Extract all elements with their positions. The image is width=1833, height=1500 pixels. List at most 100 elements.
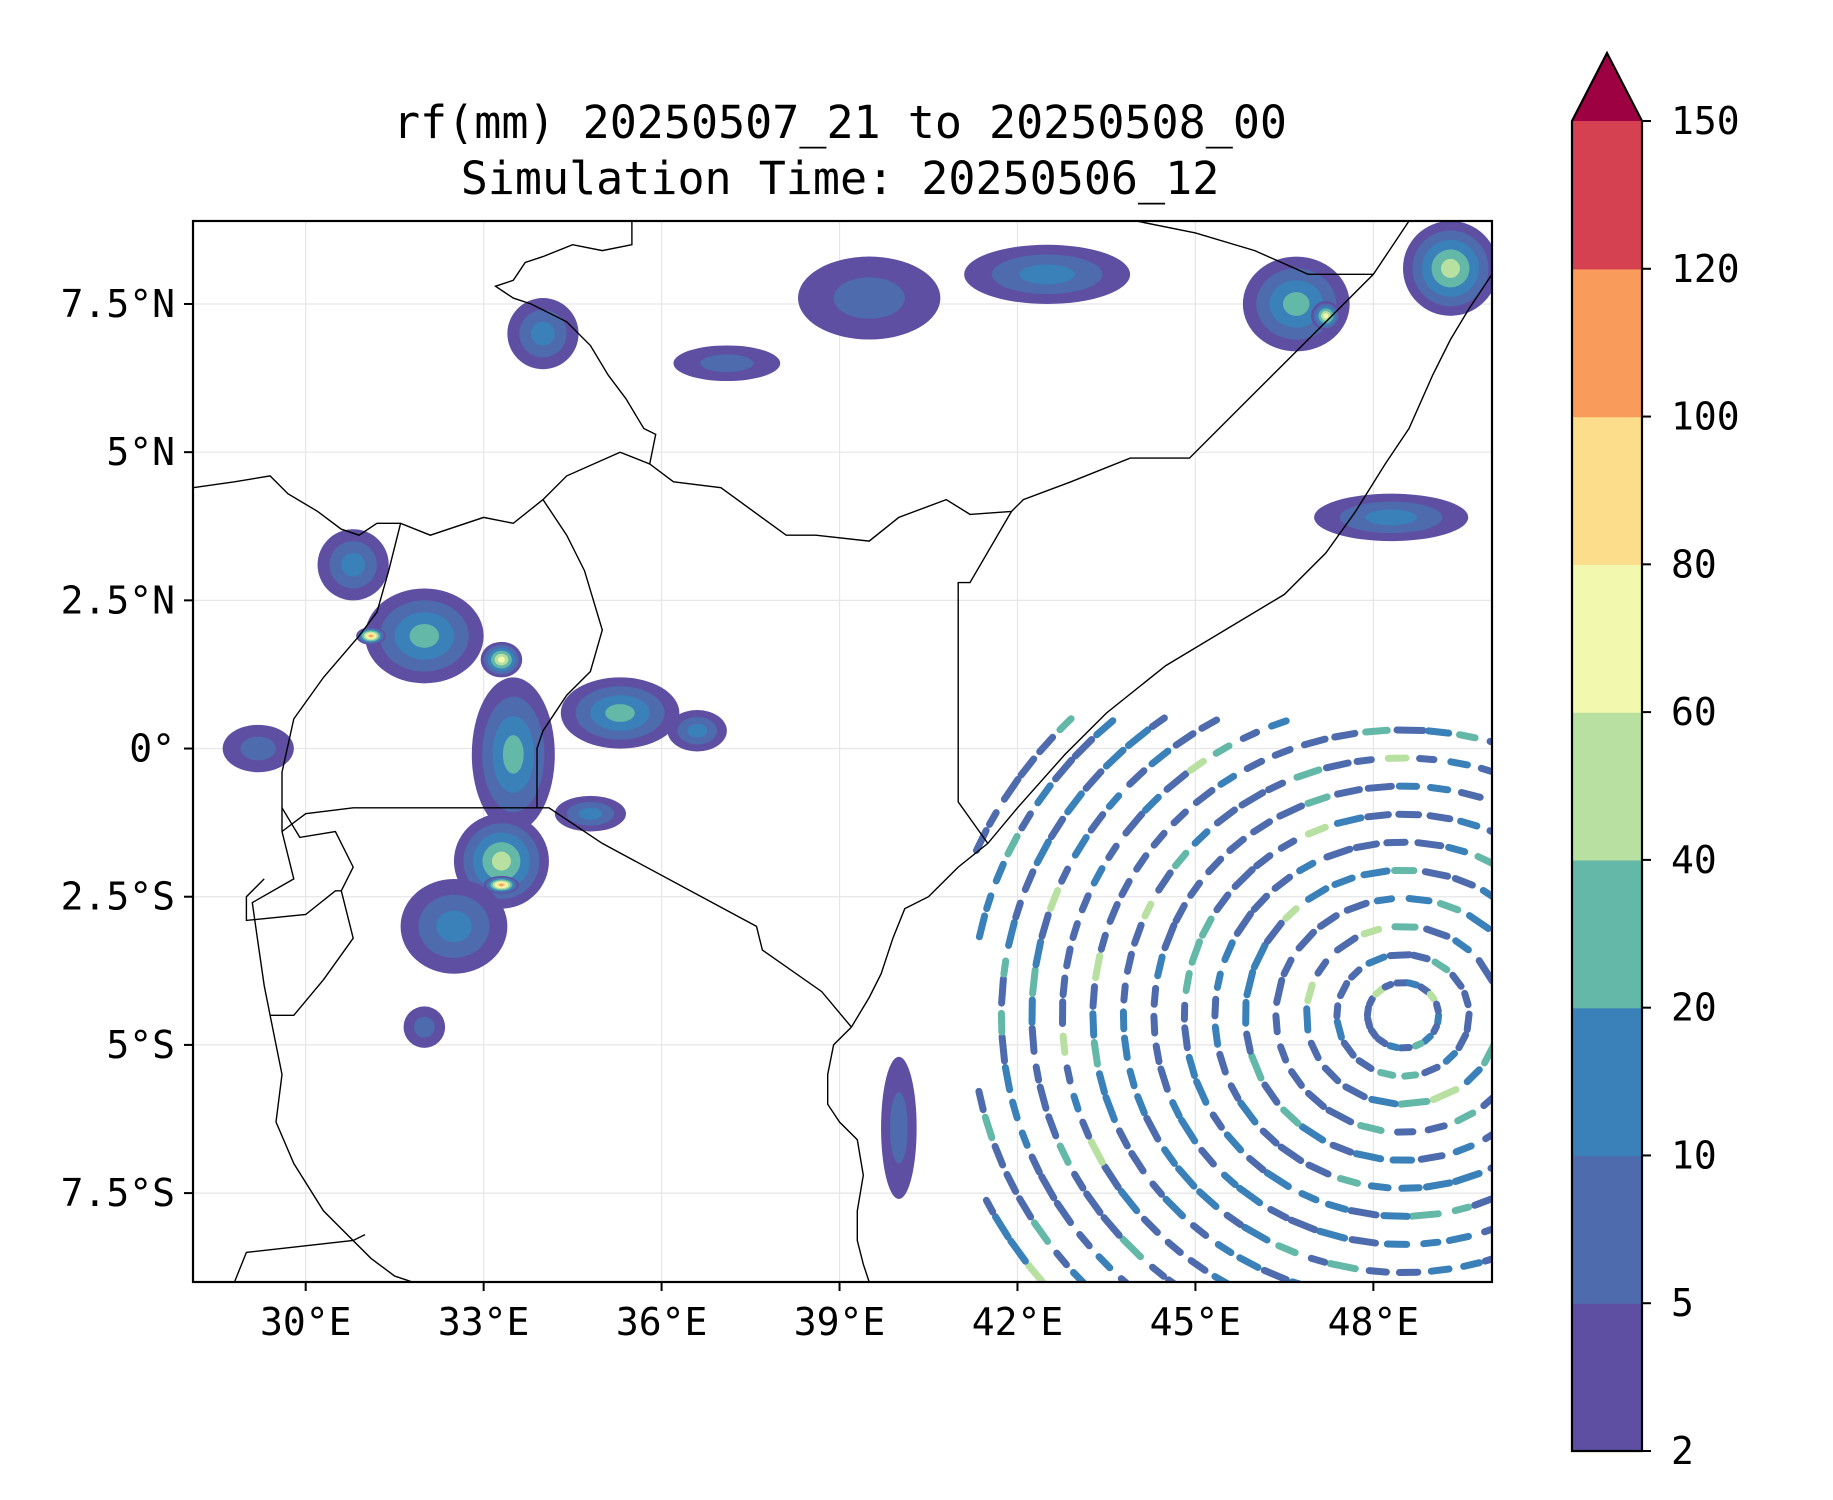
rain-band <box>1052 756 1076 783</box>
rain-band <box>1003 1171 1020 1195</box>
rain-band <box>1076 1316 1087 1326</box>
rain-band <box>1367 1182 1392 1192</box>
colorbar-tick-label: 20 <box>1671 986 1717 1030</box>
rain-band <box>1078 892 1092 914</box>
rain-band <box>1089 1010 1098 1039</box>
rain-band <box>1134 1093 1148 1117</box>
rain-band <box>1000 775 1022 803</box>
country-borders <box>193 221 1492 1282</box>
rain-band <box>981 1113 996 1142</box>
rain-cell <box>700 354 754 373</box>
rain-band <box>1490 931 1492 937</box>
rain-band <box>1476 1286 1501 1293</box>
rain-band <box>1426 812 1454 823</box>
rain-band <box>1381 981 1395 991</box>
rain-band <box>1293 766 1323 781</box>
rain-cell <box>491 851 511 871</box>
rain-band <box>1149 1263 1168 1280</box>
rain-band <box>1457 817 1481 830</box>
rain-band <box>1487 1163 1492 1172</box>
rain-band <box>1288 1068 1305 1089</box>
rain-band <box>1457 1294 1472 1297</box>
rain-band <box>1233 910 1255 937</box>
rainfall-field <box>222 221 1501 1441</box>
rain-band <box>1409 951 1431 963</box>
rain-band <box>1175 1165 1198 1190</box>
lat-tick-label: 5°N <box>106 430 175 474</box>
rain-band <box>1071 1170 1087 1192</box>
rain-band <box>1213 970 1224 991</box>
rain-band <box>1393 726 1427 734</box>
rain-band <box>1089 983 1098 1010</box>
colorbar-swatch <box>1572 1007 1642 1157</box>
rain-band <box>1214 1241 1235 1257</box>
rain-band <box>982 1196 997 1216</box>
rain-cell <box>833 277 905 319</box>
rain-band <box>992 1213 1012 1241</box>
rain-band <box>1360 925 1383 938</box>
rain-band <box>1405 979 1421 989</box>
rain-band <box>1161 921 1178 952</box>
rain-band <box>1099 1336 1110 1345</box>
rain-band <box>1096 1070 1108 1096</box>
rain-band <box>1253 852 1274 870</box>
rain-band <box>1416 755 1438 764</box>
rain-band <box>1196 1396 1217 1405</box>
colorbar-extend-arrow <box>1572 53 1642 121</box>
rain-band <box>1141 900 1155 920</box>
rain-band <box>1087 1138 1106 1166</box>
rain-band <box>1059 974 1069 999</box>
rain-band <box>1185 1053 1198 1080</box>
rain-band <box>1461 1377 1484 1381</box>
rain-band <box>1143 1114 1162 1143</box>
rain-band <box>1018 810 1034 832</box>
rain-band <box>1445 1232 1472 1244</box>
rain-band <box>1380 1212 1411 1220</box>
rain-band <box>1459 1322 1475 1325</box>
border-line <box>270 890 354 1016</box>
rain-band <box>1221 939 1236 964</box>
rain-band <box>1243 968 1257 999</box>
rain-band <box>1423 1299 1441 1301</box>
rain-band <box>1162 1195 1186 1220</box>
rain-band <box>1090 1039 1101 1068</box>
rain-band <box>998 1033 1008 1065</box>
rain-band <box>1456 731 1479 742</box>
latitude-axis: 7.5°N 5°N 2.5°N 0° 2.5°S 5°S 7.5°S <box>61 282 193 1215</box>
rain-band <box>1256 1329 1272 1335</box>
rain-band <box>1092 952 1104 982</box>
rain-band <box>1308 1403 1334 1408</box>
rain-band <box>1265 779 1287 794</box>
rain-band <box>1336 1175 1361 1187</box>
rain-band <box>983 892 995 913</box>
rain-band <box>1255 1419 1276 1425</box>
rain-band <box>1352 840 1380 852</box>
rain-band <box>1347 1207 1380 1219</box>
rain-band <box>1236 1254 1262 1271</box>
rain-band <box>1000 957 1010 978</box>
lon-tick-label: 48°E <box>1328 1300 1420 1344</box>
rain-band <box>1087 811 1107 834</box>
rain-band <box>1276 1366 1296 1372</box>
rain-band <box>1028 1153 1043 1176</box>
rain-band <box>1122 1317 1134 1326</box>
rain-band <box>1480 1093 1492 1110</box>
rain-band <box>1063 1064 1074 1085</box>
rain-band <box>1442 1050 1458 1065</box>
longitude-axis: 30°E 33°E 36°E 39°E 42°E 45°E 48°E <box>260 1282 1419 1344</box>
rain-band <box>1471 1194 1492 1209</box>
rain-band <box>1224 1377 1243 1384</box>
rain-cell <box>1365 509 1417 526</box>
rain-band <box>1416 1440 1431 1441</box>
rain-band <box>1280 956 1295 978</box>
rain-band <box>1307 1254 1329 1266</box>
rain-band <box>1053 1199 1074 1226</box>
rain-band <box>1422 1179 1454 1191</box>
rain-band <box>1386 1042 1401 1051</box>
rain-band <box>1171 1351 1185 1359</box>
rain-band <box>1193 1078 1210 1106</box>
rain-cell <box>889 1092 908 1164</box>
rain-band <box>1172 902 1188 925</box>
lon-tick-label: 36°E <box>616 1300 708 1344</box>
